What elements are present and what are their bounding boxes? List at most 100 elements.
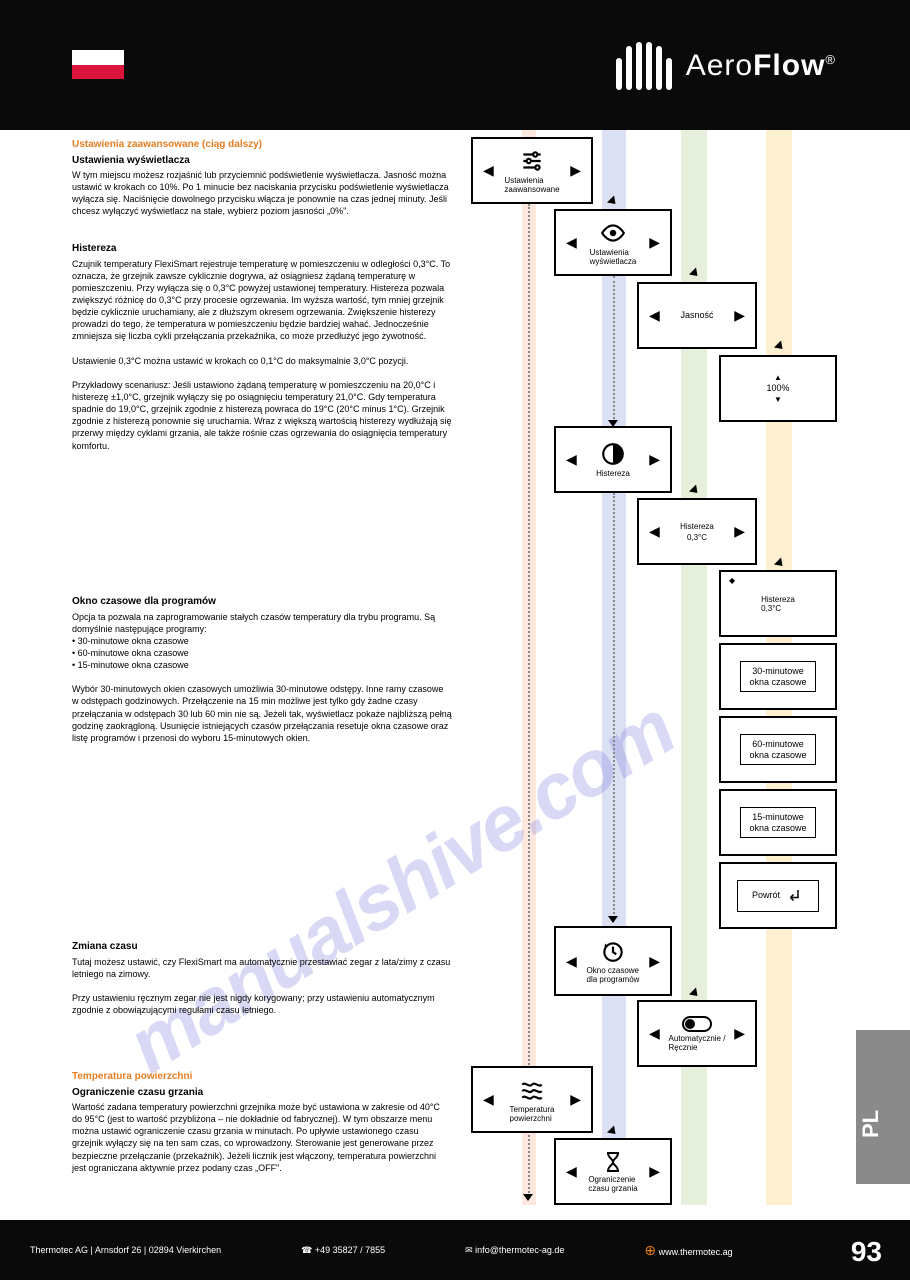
section-3: Okno czasowe dla programów Opcja ta pozw… <box>72 595 452 744</box>
box-display-label: Ustawienia wyświetlacza <box>590 248 637 266</box>
logo-bars-icon <box>616 42 672 90</box>
clock-half-icon <box>600 441 626 467</box>
box-hysteresis-value: ◆ Histereza 0,3°C <box>719 570 837 637</box>
box-opt-back: Powrót <box>719 862 837 929</box>
arrow-down-icon <box>608 916 618 923</box>
registered-icon: ® <box>825 52 836 67</box>
hyst-subval: 0,3°C <box>687 533 707 542</box>
box-display-settings: ◀ Ustawienia wyświetlacza ▶ <box>554 209 672 276</box>
footer-mail: ✉ info@thermotec-ag.de <box>465 1245 564 1256</box>
dotted-line <box>613 493 615 918</box>
section-1-head-black: Ustawienia wyświetlacza <box>72 154 452 168</box>
opt-back-label: Powrót <box>752 890 780 901</box>
arrow-right-icon: ▶ <box>734 307 745 324</box>
globe-icon: ⊕ <box>644 1242 656 1258</box>
section-2: Histereza Czujnik temperatury FlexiSmart… <box>72 242 452 452</box>
arrow-left-icon: ◀ <box>483 162 494 179</box>
page: AeroFlow® manualshive.com Ustawienia zaa… <box>0 0 910 1280</box>
box-hyst-label: Histereza <box>596 469 630 478</box>
section-2-head: Histereza <box>72 242 452 256</box>
side-tab: PL <box>856 1030 910 1184</box>
section-3-head: Okno czasowe dla programów <box>72 595 452 609</box>
flag-white-stripe <box>72 51 124 65</box>
footer: Thermotec AG | Arnsdorf 26 | 02894 Vierk… <box>0 1220 910 1280</box>
brightness-value: 100% <box>766 384 789 394</box>
box-opt-30: 30-minutowe okna czasowe <box>719 643 837 710</box>
opt-60-label: 60-minutowe okna czasowe <box>740 734 815 766</box>
arrow-left-icon: ◀ <box>566 234 577 251</box>
box-brightness-value: ▲ 100% ▼ <box>719 355 837 422</box>
arrow-right-icon: ▶ <box>649 953 660 970</box>
arrow-right-icon: ▶ <box>570 162 581 179</box>
section-5-body: Wartość zadana temperatury powierzchni g… <box>72 1101 452 1174</box>
logo: AeroFlow® <box>616 42 836 90</box>
box-hysteresis: ◀ Histereza ▶ <box>554 426 672 493</box>
opt-15-label: 15-minutowe okna czasowe <box>740 807 815 839</box>
hyst-val: Histereza 0,3°C <box>761 595 795 613</box>
flag-red-stripe <box>72 65 124 79</box>
section-3-body: Opcja ta pozwala na zaprogramowanie stał… <box>72 611 452 745</box>
section-5-head-orange: Temperatura powierzchni <box>72 1070 452 1084</box>
clock-ccw-icon <box>600 938 626 964</box>
page-number: 93 <box>851 1236 882 1268</box>
box-hysteresis-sub: ◀ Histereza 0,3°C ▶ <box>637 498 757 565</box>
logo-bold: Flow <box>753 49 825 82</box>
box-advanced-settings: ◀ Ustawienia zaawansowane ▶ <box>471 137 593 204</box>
arrow-right-icon: ▶ <box>649 1163 660 1180</box>
logo-thin: Aero <box>686 49 753 82</box>
footer-web: www.thermotec.ag <box>659 1247 733 1257</box>
heat-limit-label: Ograniczenie czasu grzania <box>588 1175 637 1193</box>
dotted-line <box>613 276 615 423</box>
box-brightness-label: Jasność <box>660 311 734 321</box>
side-tab-text: PL <box>858 1084 884 1138</box>
eye-icon <box>600 220 626 246</box>
hourglass-icon <box>604 1151 622 1173</box>
arrow-left-icon: ◀ <box>483 1091 494 1108</box>
arrow-left-icon: ◀ <box>566 451 577 468</box>
box-auto-manual: ◀ Automatycznie / Ręcznie ▶ <box>637 1000 757 1067</box>
arrow-right-icon: ▶ <box>649 234 660 251</box>
footer-address: Thermotec AG | Arnsdorf 26 | 02894 Vierk… <box>30 1245 221 1255</box>
return-arrow-icon <box>786 887 804 905</box>
content: manualshive.com Ustawienia zaawansowane … <box>0 130 910 1220</box>
arrow-right-icon: ▶ <box>649 451 660 468</box>
section-4-head: Zmiana czasu <box>72 940 452 954</box>
arrow-left-icon: ◀ <box>649 307 660 324</box>
auto-manual-label: Automatycznie / Ręcznie <box>669 1034 726 1052</box>
box-opt-15: 15-minutowe okna czasowe <box>719 789 837 856</box>
box-heat-limit: ◀ Ograniczenie czasu grzania ▶ <box>554 1138 672 1205</box>
opt-30-label: 30-minutowe okna czasowe <box>740 661 815 693</box>
section-1-body: W tym miejscu możesz rozjaśnić lub przyc… <box>72 169 452 218</box>
box-brightness: ◀ Jasność ▶ <box>637 282 757 349</box>
arrow-right-icon: ▶ <box>734 523 745 540</box>
hyst-sublabel: Histereza <box>680 522 714 531</box>
heat-waves-icon <box>519 1077 545 1103</box>
footer-tel: ☎ +49 35827 / 7855 <box>301 1245 385 1256</box>
arrow-left-icon: ◀ <box>649 1025 660 1042</box>
section-4-body: Tutaj możesz ustawić, czy FlexiSmart ma … <box>72 956 452 1017</box>
dotted-line-red <box>528 204 530 1196</box>
arrow-left-icon: ◀ <box>566 953 577 970</box>
section-1: Ustawienia zaawansowane (ciąg dalszy) Us… <box>72 138 452 218</box>
section-5-head-black: Ograniczenie czasu grzania <box>72 1086 452 1100</box>
header: AeroFlow® <box>0 0 910 130</box>
section-5: Temperatura powierzchni Ograniczenie cza… <box>72 1070 452 1174</box>
toggle-icon <box>682 1016 712 1032</box>
section-2-body: Czujnik temperatury FlexiSmart rejestruj… <box>72 258 452 452</box>
arrow-down-icon <box>523 1194 533 1201</box>
logo-text: AeroFlow® <box>686 49 836 83</box>
arrow-left-icon: ◀ <box>649 523 660 540</box>
section-1-head-orange: Ustawienia zaawansowane (ciąg dalszy) <box>72 138 452 152</box>
box-time-window: ◀ Okno czasowe dla programów ▶ <box>554 926 672 996</box>
time-window-label: Okno czasowe dla programów <box>587 966 640 984</box>
section-4: Zmiana czasu Tutaj możesz ustawić, czy F… <box>72 940 452 1016</box>
flag-poland <box>72 50 124 82</box>
sliders-icon <box>519 148 545 174</box>
box-adv-label: Ustawienia zaawansowane <box>504 176 559 194</box>
arrow-right-icon: ▶ <box>570 1091 581 1108</box>
surface-temp-label: Temperatura powierzchni <box>510 1105 555 1123</box>
box-surface-temp: ◀ Temperatura powierzchni ▶ <box>471 1066 593 1133</box>
arrow-right-icon: ▶ <box>734 1025 745 1042</box>
arrow-left-icon: ◀ <box>566 1163 577 1180</box>
box-opt-60: 60-minutowe okna czasowe <box>719 716 837 783</box>
